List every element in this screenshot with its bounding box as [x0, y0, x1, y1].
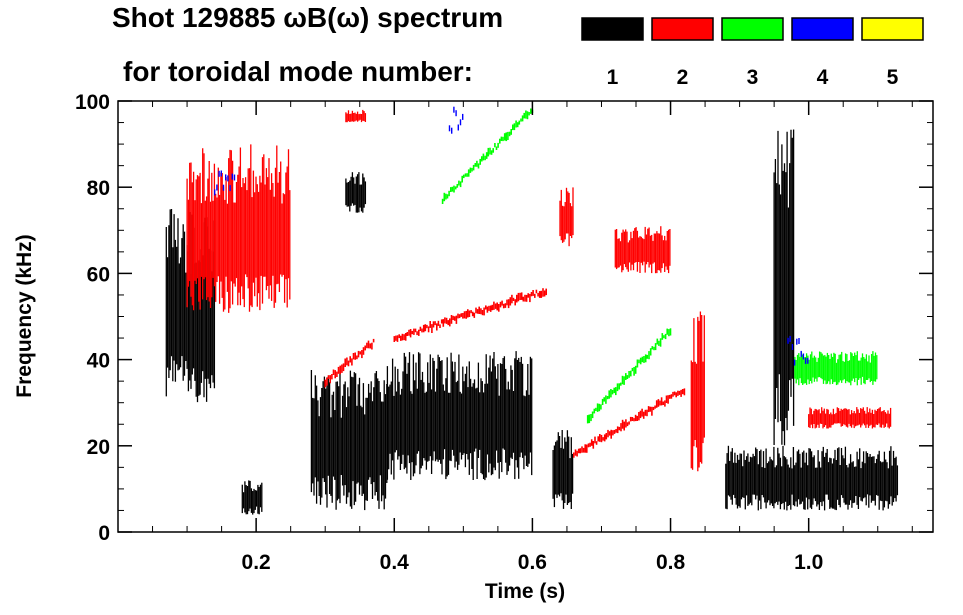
mode-2-region-15 [324, 338, 375, 388]
mode-3-region-18 [441, 108, 534, 204]
mode-1-region-6 [552, 430, 574, 509]
x-axis-label: Time (s) [485, 580, 565, 603]
mode-2-region-9 [186, 144, 291, 313]
mode-legend: 1 2 3 4 5 [581, 17, 924, 89]
legend-label-mode-5: 5 [887, 66, 899, 89]
legend-label-mode-4: 4 [817, 66, 829, 89]
legend-swatch-mode-4 [791, 17, 854, 41]
chart-title-line2: for toroidal mode number: [123, 56, 473, 87]
mode-1-region-4 [345, 172, 367, 213]
x-tick-label-0.8: 0.8 [656, 551, 686, 574]
mode-1-region-1 [165, 209, 216, 403]
mode-1-region-5 [386, 351, 533, 481]
y-tick-label-0: 0 [98, 522, 110, 545]
spectrogram-data [165, 106, 899, 515]
mode-4-region-22 [448, 106, 464, 134]
mode-1-region-7 [725, 445, 899, 511]
mode-2-region-12 [690, 311, 705, 472]
legend-label-mode-3: 3 [747, 66, 759, 89]
mode-4-region-23 [787, 335, 809, 366]
x-tick-label-0.4: 0.4 [380, 551, 410, 574]
mode-4-region-21 [213, 170, 236, 196]
y-tick-label-20: 20 [87, 436, 110, 459]
mode-1-region-8 [773, 129, 795, 446]
axes: 0 20 40 60 80 100 0.2 0.4 0.6 0.8 1.0 [75, 91, 933, 574]
mode-2-region-10 [614, 226, 671, 274]
x-tick-label-0.2: 0.2 [242, 551, 271, 574]
mode-2-region-11 [559, 187, 574, 247]
x-tick-label-1: 1.0 [794, 551, 823, 574]
y-tick-label-100: 100 [75, 91, 110, 114]
mode-1-region-3 [310, 369, 388, 511]
y-tick-label-40: 40 [87, 350, 110, 373]
y-tick-label-60: 60 [87, 263, 110, 286]
y-axis-label: Frequency (kHz) [13, 234, 36, 397]
legend-swatch-mode-2 [651, 17, 714, 41]
x-tick-label-0.6: 0.6 [518, 551, 547, 574]
mode-1-region-2 [241, 480, 263, 515]
mode-2-region-16 [393, 288, 548, 342]
mode-2-region-14 [345, 109, 367, 123]
legend-swatch-mode-1 [581, 17, 644, 41]
legend-label-mode-1: 1 [607, 66, 619, 89]
legend-label-mode-2: 2 [677, 66, 689, 89]
mode-2-region-13 [808, 407, 892, 429]
y-tick-label-80: 80 [87, 177, 110, 200]
mode-3-region-19 [586, 328, 672, 424]
mode-3-region-20 [794, 351, 878, 386]
legend-swatch-mode-5 [861, 17, 924, 41]
mode-2-region-17 [572, 388, 686, 458]
legend-swatch-mode-3 [721, 17, 784, 41]
chart-title-line1: Shot 129885 ωB(ω) spectrum [112, 2, 504, 33]
